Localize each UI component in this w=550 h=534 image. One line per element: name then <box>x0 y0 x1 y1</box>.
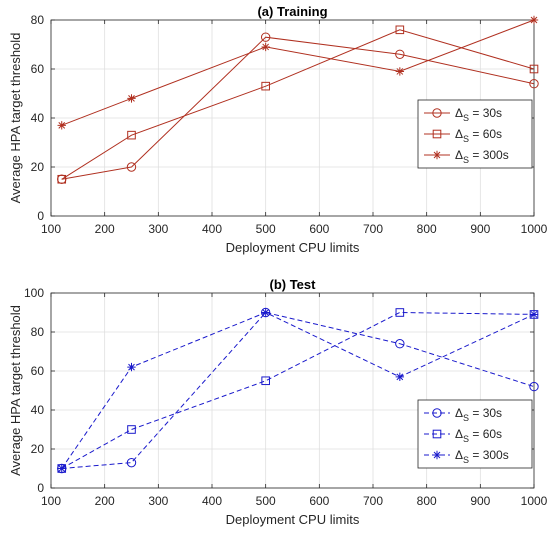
chart-1-x-tick-label: 600 <box>309 222 329 236</box>
chart-2-y-tick-label: 100 <box>24 286 44 300</box>
chart-2-legend-label: ΔS = 60s <box>455 427 502 444</box>
chart-1-y-tick-label: 40 <box>31 111 45 125</box>
chart-2-series-3-point <box>57 464 66 473</box>
chart-2-series-1-line <box>61 311 535 469</box>
chart-2-series-3-point <box>395 372 405 382</box>
chart-1-series-2-point <box>127 130 136 140</box>
chart-1-legend-label: ΔS = 300s <box>455 148 509 165</box>
chart-1-x-tick-label: 300 <box>148 222 168 236</box>
chart-1-y-tick-label: 80 <box>31 13 45 27</box>
chart-2-series-3 <box>57 308 539 473</box>
chart-1-x-tick-label: 800 <box>417 222 437 236</box>
chart-2-x-tick-label: 200 <box>95 494 115 508</box>
chart-1-series-2-point <box>57 174 67 184</box>
chart-1-plot: 100 200 300 400 500 600 700 800 900 1000 0 20 40 60 80… <box>8 4 548 255</box>
chart-2-series-2-point <box>261 376 270 386</box>
chart-1-legend-marker <box>432 129 442 139</box>
chart-2-series-2-point <box>127 425 136 434</box>
chart-2-x-tick-label: 1000 <box>521 494 548 508</box>
chart-2-series-1-point <box>529 381 539 392</box>
chart-2-series-2-line <box>61 311 535 469</box>
chart-1-y-tick-label: 0 <box>37 209 44 223</box>
chart-2-x-tick-label: 900 <box>470 494 490 508</box>
chart-2-title: (b) Test <box>270 277 317 292</box>
chart-1-title: (a) Training <box>257 4 327 19</box>
chart-1-series-2-point <box>261 81 270 91</box>
chart-1-series-2 <box>57 25 539 184</box>
chart-2-x-tick-label: 800 <box>417 494 437 508</box>
chart-1-y-tick-label: 60 <box>31 62 45 76</box>
chart-1-series-3-point <box>529 15 539 25</box>
chart-1-series-2-point <box>395 25 405 35</box>
chart-2-y-tick-label: 20 <box>31 442 45 456</box>
chart-2-x-tick-label: 400 <box>202 494 222 508</box>
chart-2-x-tick-label: 300 <box>148 494 168 508</box>
chart-1-legend-label: ΔS = 30s <box>455 106 502 123</box>
chart-1-legend: ΔS = 30s ΔS = 60s ΔS = 300s <box>417 99 533 169</box>
chart-1-series-1-line <box>61 36 535 180</box>
chart-2-legend-item-2: ΔS = 60s <box>424 427 502 444</box>
chart-1-series-3 <box>57 15 539 130</box>
chart-1-series-1-point <box>126 162 137 172</box>
chart-2-legend-marker <box>432 450 442 460</box>
chart-2-legend-item-3: ΔS = 300s <box>424 448 509 465</box>
chart-2-x-tick-label: 700 <box>363 494 383 508</box>
chart-1-series-3-point <box>57 121 66 130</box>
chart-1-series-3-point <box>261 42 270 52</box>
chart-2-series-1-point <box>395 339 405 349</box>
chart-1-legend-marker <box>432 108 442 118</box>
chart-1-series-2-line <box>61 29 535 180</box>
chart-1-series-1-point <box>395 49 405 59</box>
chart-1-legend-item-3: ΔS = 300s <box>424 148 509 165</box>
chart-1-series-1-point <box>260 32 271 42</box>
chart-1-legend-marker <box>432 150 442 160</box>
chart-2-y-tick-label: 80 <box>31 325 45 339</box>
chart-2-series-3-point <box>127 362 136 372</box>
chart-1-legend-item-2: ΔS = 60s <box>424 127 502 144</box>
chart-1-series-2-point <box>529 64 539 74</box>
chart-1-x-tick-label: 200 <box>95 222 115 236</box>
chart-1-x-tick-label: 900 <box>470 222 490 236</box>
chart-2-plot: 100 200 300 400 500 600 700 800 900 1000 0 20 40 60 80… <box>8 277 548 527</box>
chart-1-x-axis-label: Deployment CPU limits <box>226 240 360 255</box>
chart-1-legend-item-1: ΔS = 30s <box>424 106 502 123</box>
chart-2-legend: ΔS = 30s ΔS = 60s ΔS = 300s <box>417 399 533 469</box>
chart-2-x-axis-label: Deployment CPU limits <box>226 512 360 527</box>
chart-1-series-1-point <box>529 79 539 89</box>
chart-2-series-3-point <box>261 308 270 317</box>
chart-1-series-3-point <box>395 67 405 76</box>
chart-1-x-tick-label: 400 <box>202 222 222 236</box>
chart-2-x-tick-label: 600 <box>309 494 329 508</box>
chart-1-series-3-point <box>127 94 136 103</box>
chart-1-x-tick-label: 500 <box>256 222 276 236</box>
chart-2-legend-item-1: ΔS = 30s <box>424 406 502 423</box>
chart-1-x-tick-label: 100 <box>41 222 61 236</box>
chart-1-y-tick-label: 20 <box>31 160 45 174</box>
chart-1-legend-label: ΔS = 60s <box>455 127 502 144</box>
chart-2-x-tick-label: 500 <box>256 494 276 508</box>
chart-2-y-tick-label: 40 <box>31 403 45 417</box>
chart-2-y-axis-label: Average HPA target threshold <box>8 305 23 476</box>
chart-2-y-tick-label: 0 <box>37 481 44 495</box>
chart-2-legend-marker <box>432 408 442 418</box>
chart-2-legend-marker <box>432 429 442 439</box>
chart-2-legend-label: ΔS = 30s <box>455 406 502 423</box>
chart-2-series-3-point <box>529 310 539 319</box>
chart-2-x-tick-label: 100 <box>41 494 61 508</box>
chart-2-series-2-point <box>395 308 405 317</box>
chart-1-x-tick-label: 700 <box>363 222 383 236</box>
chart-1-y-axis-label: Average HPA target threshold <box>8 33 23 204</box>
chart-2-y-tick-label: 60 <box>31 364 45 378</box>
chart-2-series-1-point <box>126 457 137 468</box>
chart-2-legend-label: ΔS = 300s <box>455 448 509 465</box>
chart-1-x-tick-label: 1000 <box>521 222 548 236</box>
